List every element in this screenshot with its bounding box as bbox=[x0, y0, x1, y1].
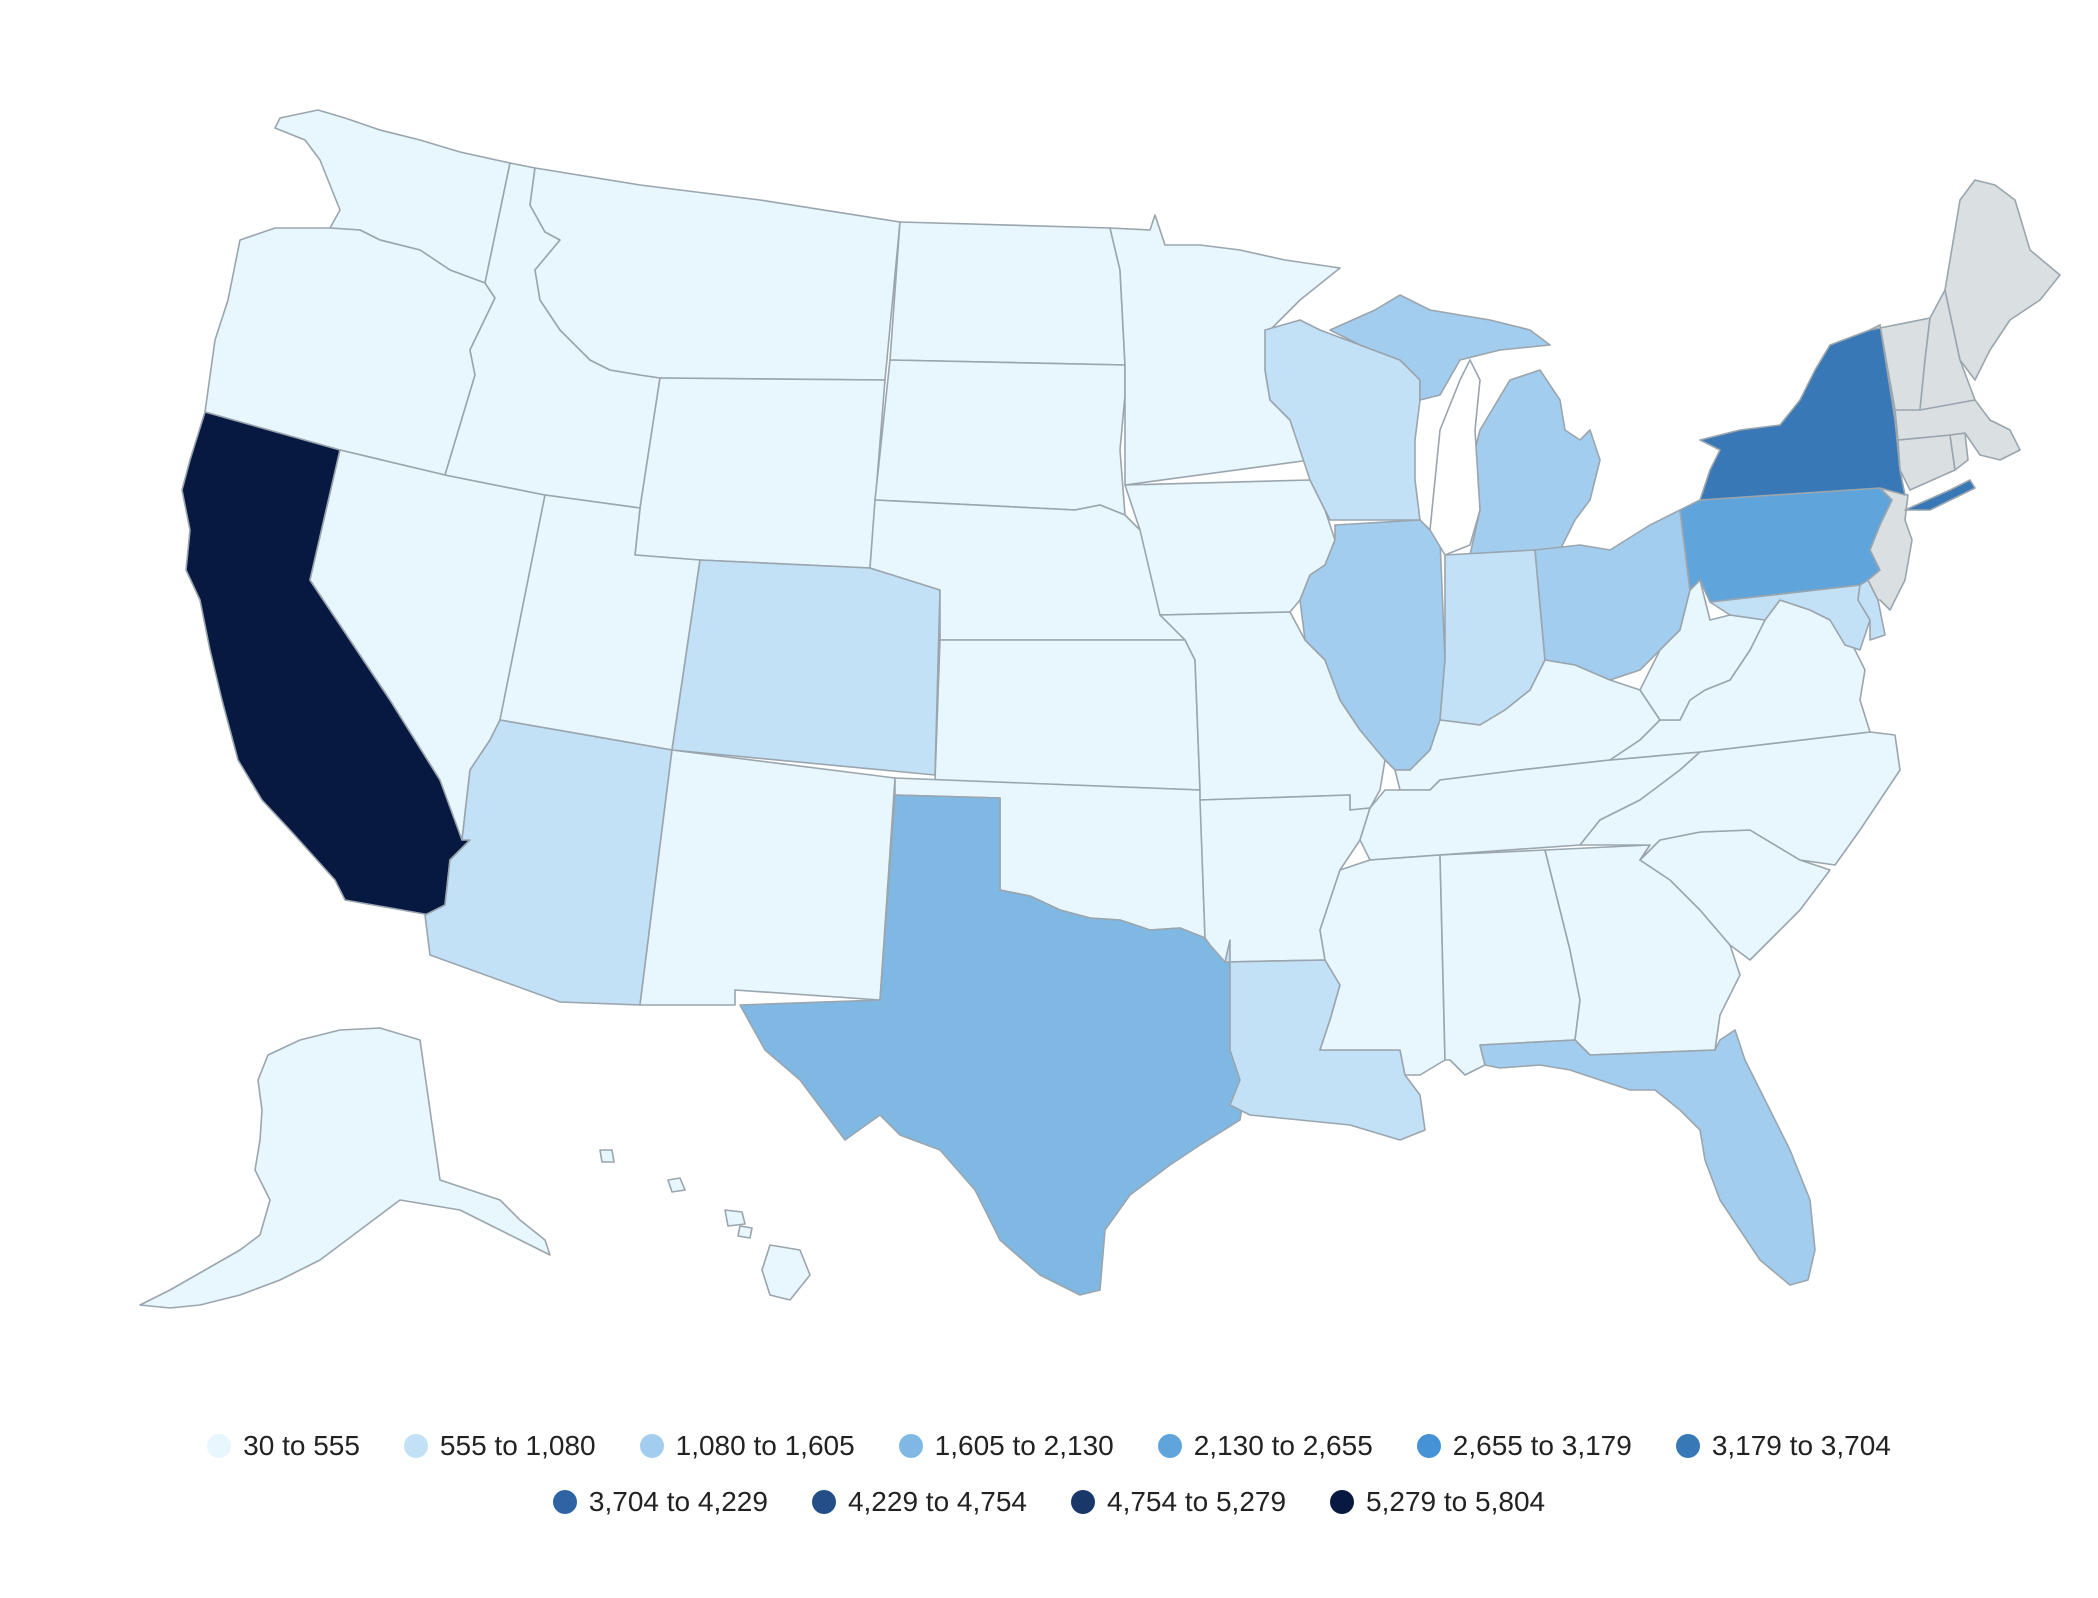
state-hawaii[interactable] bbox=[761, 1244, 811, 1301]
state-north-dakota[interactable] bbox=[889, 221, 1126, 366]
legend-label: 4,754 to 5,279 bbox=[1107, 1486, 1287, 1517]
legend-label: 555 to 1,080 bbox=[439, 1430, 596, 1461]
state-kansas[interactable] bbox=[934, 639, 1201, 791]
legend-label: 3,179 to 3,704 bbox=[1711, 1430, 1891, 1461]
legend-swatch-icon bbox=[1071, 1490, 1095, 1514]
legend-item[interactable]: 4,754 to 5,279 bbox=[1071, 1480, 1286, 1524]
lake-michigan bbox=[1429, 358, 1481, 556]
legend-label: 30 to 555 bbox=[243, 1430, 360, 1461]
legend-swatch-icon bbox=[1157, 1434, 1182, 1458]
legend-item[interactable]: 1,080 to 1,605 bbox=[639, 1424, 855, 1468]
legend-item[interactable]: 1,605 to 2,130 bbox=[898, 1424, 1114, 1468]
legend-label: 4,229 to 4,754 bbox=[847, 1486, 1027, 1517]
legend-swatch-icon bbox=[1416, 1434, 1441, 1458]
legend-label: 2,655 to 3,179 bbox=[1452, 1430, 1632, 1461]
state-hawaii-islands[interactable] bbox=[599, 1149, 753, 1239]
legend-item[interactable]: 555 to 1,080 bbox=[403, 1424, 596, 1468]
legend-item[interactable]: 3,179 to 3,704 bbox=[1675, 1424, 1891, 1468]
legend-row-2: 3,704 to 4,229 4,229 to 4,754 4,754 to 5,2… bbox=[0, 1480, 2098, 1524]
state-maine[interactable] bbox=[1944, 179, 2061, 381]
state-south-dakota[interactable] bbox=[874, 359, 1126, 516]
state-pennsylvania[interactable] bbox=[1679, 487, 1893, 603]
state-connecticut[interactable] bbox=[1897, 434, 1956, 491]
state-montana[interactable] bbox=[529, 167, 901, 381]
legend-swatch-icon bbox=[552, 1490, 577, 1514]
state-wyoming[interactable] bbox=[634, 377, 886, 569]
legend-label: 1,080 to 1,605 bbox=[675, 1430, 855, 1461]
state-mississippi[interactable] bbox=[1319, 854, 1446, 1076]
legend-swatch-icon bbox=[898, 1434, 923, 1458]
legend-label: 5,279 to 5,804 bbox=[1366, 1486, 1546, 1517]
state-alaska[interactable] bbox=[139, 1027, 551, 1309]
legend-row-1: 30 to 555 555 to 1,080 1,080 to 1,605 1,605… bbox=[0, 1424, 2098, 1468]
state-north-carolina[interactable] bbox=[1579, 731, 1901, 866]
legend-item[interactable]: 3,704 to 4,229 bbox=[552, 1480, 768, 1524]
state-texas[interactable] bbox=[739, 794, 1246, 1296]
legend-item[interactable]: 2,130 to 2,655 bbox=[1157, 1424, 1373, 1468]
state-new-jersey[interactable] bbox=[1867, 487, 1913, 611]
state-florida[interactable] bbox=[1479, 1029, 1816, 1286]
state-new-mexico[interactable] bbox=[639, 749, 896, 1006]
map-legend: 30 to 555 555 to 1,080 1,080 to 1,605 1,605… bbox=[0, 1424, 2098, 1544]
state-michigan[interactable] bbox=[1329, 294, 1601, 556]
legend-item[interactable]: 30 to 555 bbox=[207, 1424, 360, 1468]
legend-item[interactable]: 5,279 to 5,804 bbox=[1330, 1480, 1545, 1524]
legend-swatch-icon bbox=[1330, 1490, 1355, 1514]
legend-swatch-icon bbox=[207, 1434, 232, 1458]
legend-swatch-icon bbox=[639, 1434, 664, 1458]
state-wisconsin[interactable] bbox=[1264, 319, 1421, 521]
legend-label: 1,605 to 2,130 bbox=[934, 1430, 1114, 1461]
legend-swatch-icon bbox=[1675, 1434, 1700, 1458]
state-massachusetts[interactable] bbox=[1894, 399, 2021, 461]
legend-swatch-icon bbox=[811, 1490, 836, 1514]
legend-item[interactable]: 4,229 to 4,754 bbox=[811, 1480, 1027, 1524]
state-illinois[interactable] bbox=[1299, 519, 1446, 771]
state-colorado[interactable] bbox=[671, 559, 941, 776]
state-new-york[interactable] bbox=[1699, 324, 1976, 511]
legend-label: 3,704 to 4,229 bbox=[588, 1486, 768, 1517]
legend-label: 2,130 to 2,655 bbox=[1193, 1430, 1373, 1461]
legend-swatch-icon bbox=[403, 1434, 428, 1458]
legend-item[interactable]: 2,655 to 3,179 bbox=[1416, 1424, 1632, 1468]
